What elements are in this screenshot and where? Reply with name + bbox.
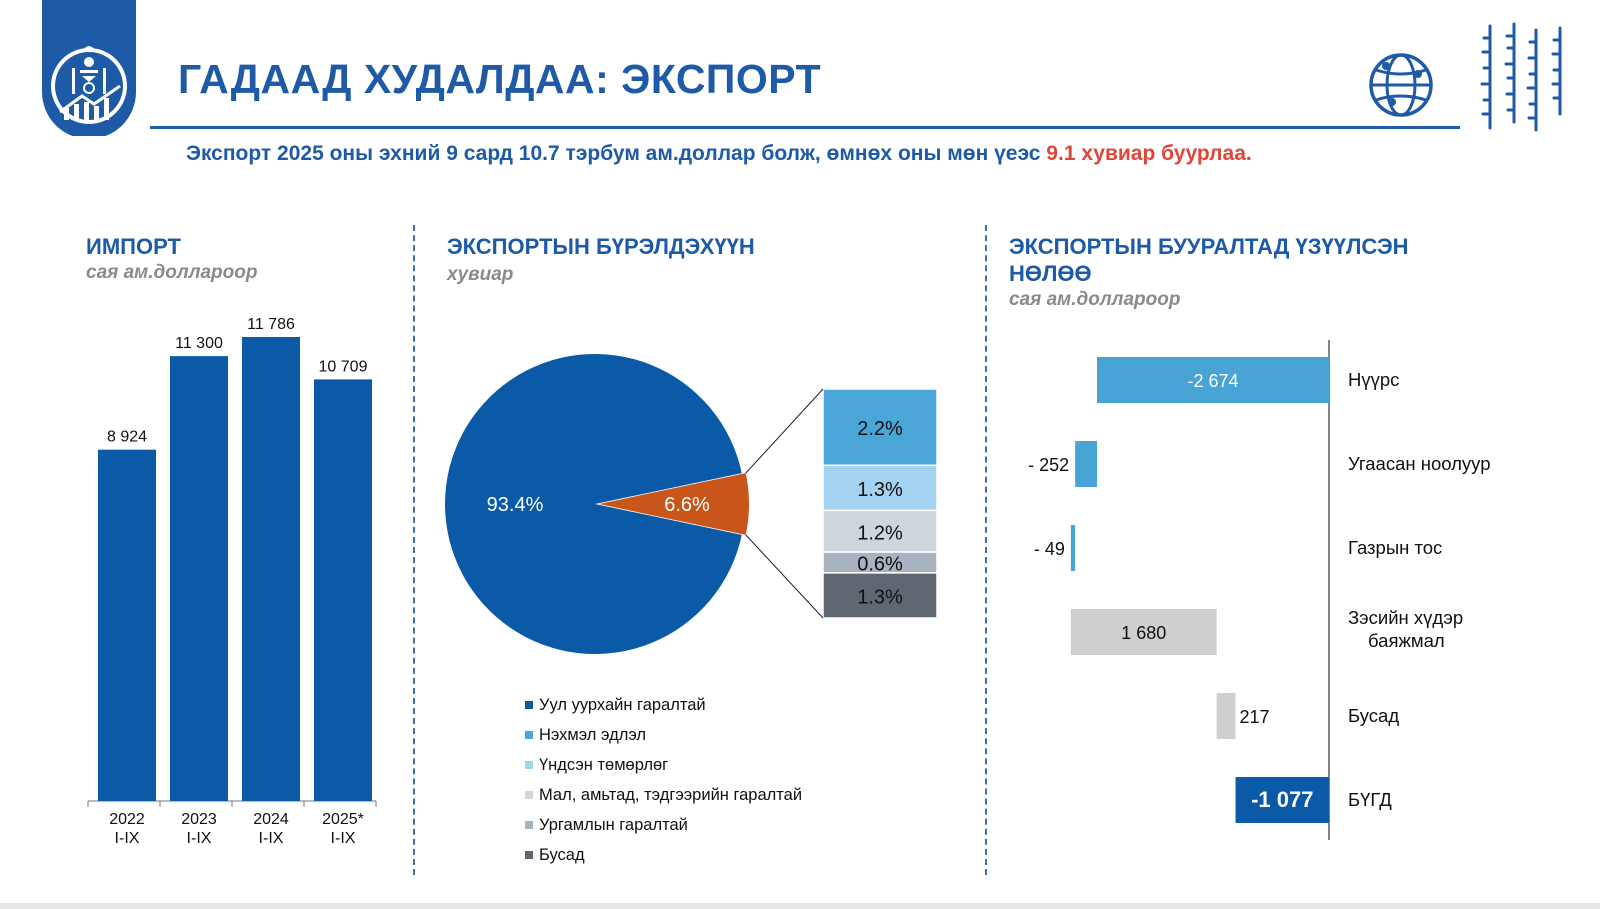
- waterfall-category-label: Нүүрс: [1348, 369, 1399, 390]
- legend-swatch: [525, 701, 533, 709]
- import-chart-title: ИМПОРТ: [86, 234, 181, 259]
- globe-icon: [1369, 53, 1433, 117]
- export-decline-waterfall-chart: -2 674 Нүүрс - 252 Угаасан ноолуур - 49 Газры…: [1028, 340, 1491, 840]
- breakdown-segment: [822, 388, 938, 467]
- waterfall-category-label: Угаасан ноолуур: [1348, 453, 1491, 474]
- waterfall-bar: [1216, 693, 1236, 739]
- pie-label-other: 6.6%: [664, 494, 710, 516]
- breakdown-label: 1.2%: [857, 522, 903, 544]
- title-rule: [150, 126, 1460, 129]
- breakdown-segment: [822, 572, 938, 619]
- legend-label: Нэхмэл эдлэл: [539, 725, 647, 744]
- legend-swatch: [525, 761, 533, 769]
- legend-swatch: [525, 821, 533, 829]
- legend-item: Үндсэн төмөрлөг: [525, 750, 802, 780]
- page-title: ГАДААД ХУДАЛДАА: ЭКСПОРТ: [178, 56, 822, 102]
- decline-chart-subtitle: сая ам.доллароор: [1009, 289, 1181, 310]
- waterfall-value-label: 217: [1239, 707, 1269, 727]
- legend-item: Мал, амьтад, тэдгээрийн гаралтай: [525, 780, 802, 810]
- decline-chart-title: ЭКСПОРТЫН БУУРАЛТАД ҮЗҮҮЛСЭН НӨЛӨӨ: [1009, 234, 1409, 286]
- pie-label-mining: 93.4%: [487, 494, 544, 516]
- bar-value-label: 8 924: [107, 429, 147, 446]
- import-bar: [170, 356, 228, 801]
- breakdown-label: 0.6%: [857, 553, 903, 575]
- waterfall-category-label: Зэсийн хүдэр баяжмал: [1348, 607, 1463, 651]
- footer-strip: [0, 903, 1600, 909]
- connector-line: [745, 388, 824, 474]
- pie-slice-mining: [445, 354, 742, 654]
- pie-legend: Уул уурхайн гаралтай Нэхмэл эдлэл Үндсэн т…: [525, 690, 802, 870]
- legend-label: Үндсэн төмөрлөг: [539, 755, 669, 774]
- x-tick-label: 2023 I-IX: [181, 811, 217, 847]
- x-tick-label: 2025* I-IX: [322, 811, 364, 847]
- bar-value-label: 11 300: [175, 335, 223, 352]
- legend-label: Ургамлын гаралтай: [539, 815, 688, 834]
- legend-item: Уул уурхайн гаралтай: [525, 690, 802, 720]
- legend-item: Ургамлын гаралтай: [525, 810, 802, 840]
- bar-value-label: 11 786: [247, 316, 295, 333]
- legend-swatch: [525, 851, 533, 859]
- legend-label: Бусад: [539, 845, 585, 864]
- waterfall-bar: [1075, 441, 1097, 487]
- panel-divider: [985, 225, 987, 875]
- mongolian-script-icon: [1480, 22, 1562, 132]
- x-tick-label: 2022 I-IX: [109, 811, 145, 847]
- headline-summary: Экспорт 2025 оны эхний 9 сард 10.7 тэрбу…: [186, 142, 1252, 166]
- breakdown-label: 1.3%: [857, 479, 903, 501]
- headline-highlight: 9.1 хувиар буурлаа.: [1040, 142, 1252, 165]
- connector-line: [745, 534, 824, 619]
- legend-swatch: [525, 791, 533, 799]
- waterfall-value-label: -2 674: [1187, 371, 1238, 391]
- breakdown-label: 2.2%: [857, 418, 903, 440]
- import-bar: [314, 379, 372, 801]
- breakdown-segment: [822, 464, 938, 512]
- import-chart-subtitle: сая ам.доллароор: [86, 262, 258, 283]
- export-composition-pie-chart: 93.4% 6.6% 2.2% 1.3% 1.2% 0.6% 1.3%: [445, 354, 938, 654]
- waterfall-value-label: - 252: [1028, 455, 1069, 475]
- soyombo-emblem-icon: [42, 0, 136, 136]
- breakdown-segment: [822, 509, 938, 553]
- import-bar: [242, 337, 300, 801]
- legend-item: Нэхмэл эдлэл: [525, 720, 802, 750]
- legend-item: Бусад: [525, 840, 802, 870]
- waterfall-value-label: -1 077: [1251, 787, 1313, 812]
- pie-slice-other: [599, 473, 749, 535]
- waterfall-bar: [1235, 777, 1329, 823]
- headline-text: Экспорт 2025 оны эхний 9 сард 10.7 тэрбу…: [186, 142, 1041, 165]
- waterfall-category-label: Газрын тос: [1348, 537, 1442, 558]
- breakdown-label: 1.3%: [857, 586, 903, 608]
- x-tick-label: 2024 I-IX: [253, 811, 289, 847]
- composition-chart-title: ЭКСПОРТЫН БҮРЭЛДЭХҮҮН: [447, 234, 755, 259]
- composition-chart-subtitle: хувиар: [447, 264, 514, 285]
- waterfall-category-label: БҮГД: [1348, 789, 1392, 810]
- waterfall-value-label: - 49: [1034, 539, 1065, 559]
- import-bar: [98, 449, 156, 801]
- legend-label: Мал, амьтад, тэдгээрийн гаралтай: [539, 785, 803, 804]
- waterfall-bar: [1070, 609, 1217, 655]
- legend-label: Уул уурхайн гаралтай: [539, 695, 706, 714]
- waterfall-bar: [1070, 525, 1076, 571]
- legend-swatch: [525, 731, 533, 739]
- panel-divider: [413, 225, 415, 875]
- waterfall-bar: [1097, 357, 1329, 403]
- import-bar-chart: 8 924 2022 I-IX 11 300 2023 I-IX 11 786 2024 I-I…: [87, 316, 377, 847]
- bar-value-label: 10 709: [319, 358, 368, 375]
- waterfall-category-label: Бусад: [1348, 705, 1399, 726]
- waterfall-value-label: 1 680: [1121, 623, 1166, 643]
